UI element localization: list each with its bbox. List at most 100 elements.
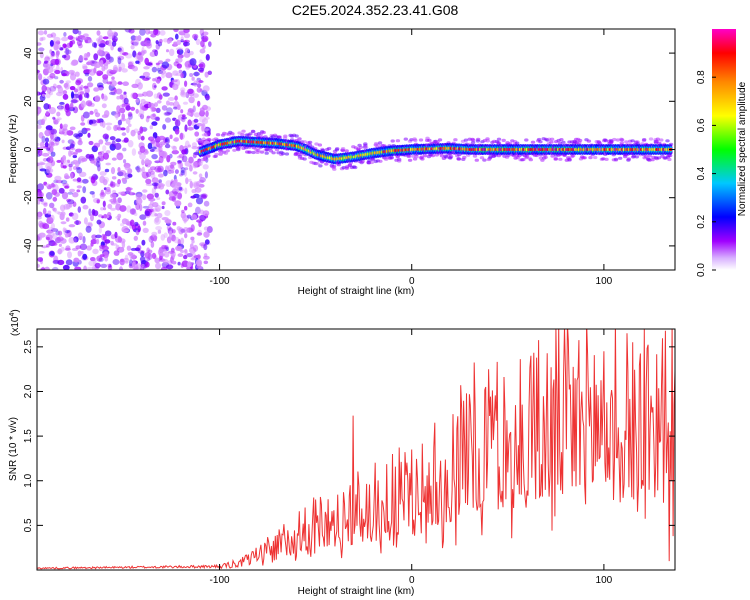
noise-blob: [186, 261, 192, 268]
ridge-halo: [648, 137, 654, 141]
noise-blob: [77, 130, 83, 138]
noise-blob: [127, 111, 133, 117]
noise-blob: [148, 30, 156, 35]
ridge-halo: [471, 138, 476, 142]
noise-blob: [171, 79, 175, 83]
noise-blob: [197, 100, 201, 107]
noise-blob: [161, 249, 167, 253]
noise-blob: [47, 210, 52, 215]
noise-blob: [69, 102, 74, 110]
noise-blob: [88, 68, 96, 76]
noise-blob: [41, 93, 46, 97]
noise-blob: [202, 210, 210, 217]
ridge-halo: [655, 137, 660, 141]
noise-blob: [38, 132, 44, 139]
noise-blob: [82, 186, 87, 194]
noise-blob: [129, 208, 137, 215]
noise-blob: [174, 169, 179, 175]
noise-blob: [37, 142, 40, 147]
noise-blob: [131, 224, 137, 231]
noise-blob: [187, 107, 194, 114]
noise-blob: [98, 152, 102, 158]
noise-blob: [148, 197, 156, 202]
ridge-halo: [479, 156, 485, 160]
noise-blob: [161, 61, 170, 69]
noise-blob: [38, 232, 46, 238]
noise-blob: [173, 137, 180, 142]
ridge-halo: [347, 163, 353, 167]
noise-blob: [41, 266, 46, 270]
noise-blob: [196, 87, 202, 93]
noise-blob: [46, 87, 52, 94]
noise-blob: [183, 255, 188, 260]
noise-blob: [54, 210, 61, 214]
noise-blob: [38, 220, 43, 228]
noise-blob: [133, 235, 138, 241]
noise-blob: [37, 263, 40, 268]
noise-blob: [189, 243, 194, 249]
noise-blob: [183, 41, 190, 47]
noise-blob: [76, 189, 81, 193]
noise-blob: [43, 103, 50, 110]
ridge-halo: [567, 158, 572, 162]
noise-blob: [127, 140, 134, 148]
ridge-halo: [557, 141, 563, 145]
colorbar-tick-label: 0.8: [696, 70, 707, 84]
noise-blob: [177, 160, 183, 163]
noise-blob: [192, 93, 199, 98]
noise-blob: [193, 71, 200, 77]
noise-blob: [163, 38, 169, 43]
noise-blob: [139, 152, 146, 160]
noise-blob: [100, 263, 108, 268]
y-tick-label: 20: [23, 95, 34, 107]
noise-blob: [176, 104, 181, 111]
noise-blob: [49, 85, 57, 92]
ridge-halo: [318, 164, 323, 168]
noise-blob: [173, 29, 179, 33]
noise-blob: [198, 59, 203, 65]
noise-blob: [46, 243, 50, 248]
noise-blob: [62, 93, 69, 100]
noise-blob: [90, 214, 94, 222]
ridge-halo: [618, 156, 623, 160]
noise-blob: [131, 263, 139, 270]
noise-blob: [118, 68, 122, 72]
y-tick-label: 40: [23, 47, 34, 59]
noise-blob: [110, 200, 118, 205]
ridge-halo: [240, 133, 245, 137]
noise-blob: [138, 113, 143, 117]
y-tick-label: 0: [23, 146, 34, 152]
noise-blob: [126, 126, 130, 134]
noise-blob: [165, 72, 173, 79]
noise-blob: [121, 132, 127, 136]
ridge-halo: [203, 158, 208, 162]
noise-blob: [198, 173, 203, 178]
noise-blob: [131, 83, 139, 89]
noise-blob: [139, 102, 144, 110]
noise-blob: [147, 142, 153, 150]
noise-blob: [45, 92, 51, 99]
ridge-halo: [232, 148, 237, 152]
noise-blob: [79, 171, 87, 177]
noise-blob: [190, 257, 197, 261]
noise-blob: [81, 37, 88, 40]
noise-blob: [50, 214, 55, 222]
noise-blob: [49, 49, 53, 55]
noise-blob: [130, 35, 137, 41]
noise-blob: [39, 192, 44, 198]
noise-blob: [192, 161, 198, 169]
noise-blob: [188, 96, 195, 104]
noise-blob: [161, 244, 167, 250]
noise-blob: [91, 145, 99, 153]
noise-blob: [145, 171, 152, 178]
ridge-halo: [444, 155, 449, 159]
ridge-halo: [271, 151, 276, 155]
noise-blob: [71, 147, 76, 151]
noise-blob: [101, 93, 105, 100]
noise-blob: [68, 166, 72, 172]
ridge-halo: [412, 137, 417, 141]
noise-blob: [155, 226, 163, 231]
noise-blob: [168, 250, 175, 254]
noise-blob: [115, 215, 121, 219]
noise-blob: [125, 53, 133, 59]
